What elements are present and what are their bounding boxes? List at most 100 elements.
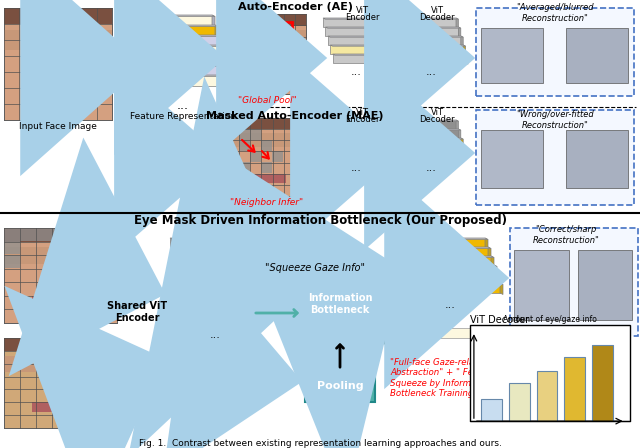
- Polygon shape: [456, 18, 458, 28]
- Bar: [147, 25, 215, 36]
- Polygon shape: [182, 274, 265, 276]
- Bar: [182, 274, 262, 284]
- Polygon shape: [162, 75, 233, 77]
- Polygon shape: [147, 25, 218, 26]
- Bar: [4, 8, 112, 24]
- Bar: [100, 228, 116, 241]
- Polygon shape: [378, 287, 392, 347]
- Polygon shape: [144, 15, 215, 17]
- Polygon shape: [325, 129, 386, 130]
- Polygon shape: [398, 18, 458, 19]
- Bar: [328, 138, 386, 147]
- Text: ViT: ViT: [431, 108, 444, 116]
- Polygon shape: [463, 147, 466, 157]
- Text: "Wrong/over-fitted
Reconstruction": "Wrong/over-fitted Reconstruction": [516, 110, 594, 130]
- Text: Fig. 1.  Contrast between existing representation learning approaches and ours.: Fig. 1. Contrast between existing repres…: [139, 439, 501, 448]
- Bar: [398, 18, 456, 27]
- Text: Eye Mask Driven Information Bottleneck (Our Proposed): Eye Mask Driven Information Bottleneck (…: [134, 214, 506, 227]
- Bar: [476, 8, 634, 96]
- Polygon shape: [405, 238, 488, 240]
- Bar: [144, 15, 212, 26]
- Text: ...: ...: [177, 99, 189, 112]
- Bar: [100, 241, 116, 254]
- Polygon shape: [159, 65, 230, 66]
- Text: ...: ...: [351, 163, 362, 173]
- Bar: [4, 241, 20, 254]
- Bar: [514, 250, 569, 320]
- Polygon shape: [386, 138, 388, 148]
- Bar: [159, 65, 227, 76]
- Polygon shape: [408, 247, 491, 249]
- Bar: [173, 354, 253, 364]
- Polygon shape: [401, 129, 461, 130]
- Bar: [509, 383, 530, 421]
- Bar: [261, 140, 272, 151]
- Text: Shared ViT
Encoder: Shared ViT Encoder: [107, 301, 167, 323]
- Bar: [323, 120, 381, 129]
- Polygon shape: [256, 363, 259, 375]
- Bar: [405, 328, 485, 338]
- Polygon shape: [215, 25, 218, 38]
- Bar: [537, 370, 557, 421]
- Bar: [323, 18, 381, 27]
- Polygon shape: [458, 129, 461, 139]
- Polygon shape: [381, 18, 383, 28]
- Polygon shape: [173, 354, 256, 356]
- Polygon shape: [250, 345, 253, 357]
- Text: "Neighbor Infer": "Neighbor Infer": [230, 198, 303, 207]
- Bar: [176, 363, 256, 373]
- Bar: [179, 265, 259, 275]
- Bar: [405, 45, 463, 54]
- Bar: [566, 130, 628, 188]
- Polygon shape: [253, 247, 256, 258]
- Polygon shape: [411, 256, 494, 258]
- Bar: [303, 287, 378, 339]
- Bar: [420, 283, 500, 293]
- Text: "Averaged/blurred
Reconstruction": "Averaged/blurred Reconstruction": [516, 3, 594, 23]
- Bar: [401, 27, 458, 36]
- Bar: [32, 402, 88, 412]
- Bar: [476, 110, 634, 205]
- Bar: [330, 45, 388, 54]
- Polygon shape: [388, 45, 390, 55]
- Bar: [408, 247, 488, 257]
- Bar: [247, 71, 286, 80]
- Bar: [179, 372, 259, 382]
- Text: ...: ...: [445, 300, 456, 310]
- Polygon shape: [170, 345, 253, 346]
- Polygon shape: [188, 292, 271, 293]
- Bar: [36, 228, 52, 241]
- Bar: [4, 338, 117, 351]
- Text: Decoder: Decoder: [419, 13, 455, 22]
- Bar: [325, 129, 383, 138]
- Polygon shape: [405, 147, 466, 148]
- Polygon shape: [401, 27, 461, 28]
- Polygon shape: [224, 55, 227, 68]
- Bar: [250, 151, 261, 162]
- Bar: [170, 238, 250, 248]
- Bar: [239, 140, 250, 151]
- Bar: [4, 338, 117, 428]
- Bar: [414, 265, 494, 275]
- Polygon shape: [466, 54, 468, 64]
- Bar: [52, 228, 68, 241]
- Bar: [417, 274, 497, 284]
- Polygon shape: [463, 45, 466, 55]
- Polygon shape: [383, 129, 386, 139]
- Polygon shape: [156, 55, 227, 56]
- Bar: [4, 255, 20, 268]
- Polygon shape: [333, 54, 393, 55]
- Polygon shape: [230, 75, 233, 87]
- Bar: [20, 228, 36, 241]
- Polygon shape: [153, 45, 224, 47]
- Polygon shape: [461, 36, 463, 46]
- Text: ...: ...: [426, 163, 436, 173]
- Bar: [566, 28, 628, 83]
- Bar: [401, 129, 458, 138]
- Polygon shape: [381, 120, 383, 130]
- Bar: [185, 283, 265, 293]
- Bar: [330, 147, 388, 156]
- Polygon shape: [262, 381, 265, 392]
- Title: Amount of eye/gaze info: Amount of eye/gaze info: [503, 315, 596, 324]
- Bar: [228, 14, 306, 26]
